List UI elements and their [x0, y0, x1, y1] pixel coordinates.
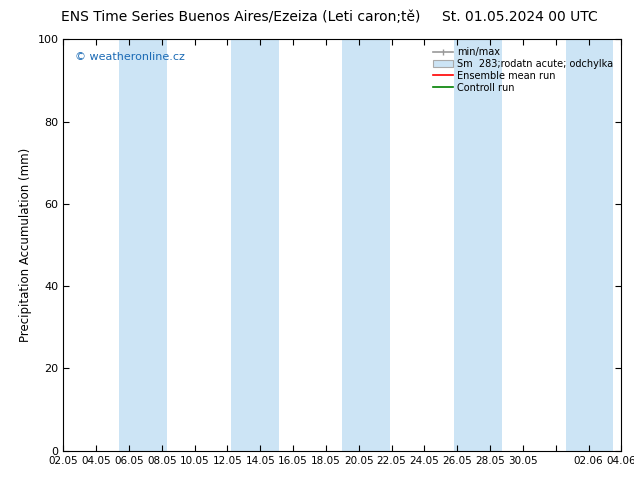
Bar — [342, 39, 390, 451]
Text: St. 01.05.2024 00 UTC: St. 01.05.2024 00 UTC — [442, 10, 598, 24]
Y-axis label: Precipitation Accumulation (mm): Precipitation Accumulation (mm) — [19, 148, 32, 342]
Bar — [454, 39, 501, 451]
Bar — [231, 39, 278, 451]
Legend: min/max, Sm  283;rodatn acute; odchylka, Ensemble mean run, Controll run: min/max, Sm 283;rodatn acute; odchylka, … — [430, 44, 616, 96]
Text: © weatheronline.cz: © weatheronline.cz — [75, 51, 184, 62]
Bar — [119, 39, 167, 451]
Text: ENS Time Series Buenos Aires/Ezeiza (Leti caron;tě): ENS Time Series Buenos Aires/Ezeiza (Let… — [61, 10, 420, 24]
Bar — [566, 39, 613, 451]
